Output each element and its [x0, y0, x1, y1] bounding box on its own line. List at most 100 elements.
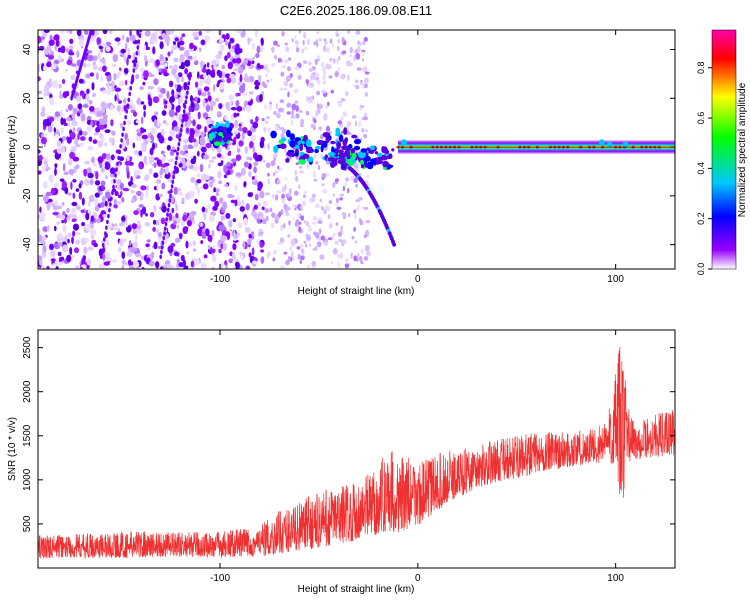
heatmap-cell [173, 165, 177, 170]
heatmap-cell [159, 174, 163, 179]
heatmap-cell [105, 239, 110, 245]
heatmap-cell [71, 218, 77, 223]
heatmap-cell [292, 204, 296, 210]
heatmap-cell [315, 109, 319, 117]
heatmap-cell [267, 251, 271, 257]
heatmap-cell [106, 87, 111, 95]
heatmap-cell [148, 168, 153, 175]
heatmap-cell [150, 135, 154, 141]
colorbar-tick-label: 0.0 [696, 263, 706, 276]
heatmap-cell [356, 45, 361, 53]
heatmap-cell [228, 94, 235, 101]
x-tick-label: 100 [607, 573, 624, 584]
heatmap-cell [364, 244, 370, 252]
x-tick-label: 0 [415, 274, 421, 285]
heatmap-cell [235, 57, 242, 64]
heatmap-cell [193, 36, 200, 41]
heatmap-cell [314, 58, 318, 65]
heatmap-cell [220, 127, 228, 131]
heatmap-cell [153, 204, 157, 212]
heatmap-cell [135, 135, 142, 142]
heatmap-cell [203, 86, 210, 92]
heatmap-cell [60, 127, 64, 135]
heatmap-cell [187, 55, 193, 60]
heatmap-cell [162, 235, 165, 241]
heatmap-cell [95, 72, 99, 80]
heatmap-cell [325, 63, 330, 70]
heatmap-cell [302, 250, 305, 257]
heatmap-cell [159, 54, 164, 61]
heatmap-cell [89, 105, 95, 112]
heatmap-cell [199, 163, 204, 173]
heatmap-cell [259, 94, 263, 102]
heatmap-cell [200, 186, 203, 190]
heatmap-cell [119, 144, 122, 149]
spectrogram-ticks: -100 0 100 -40 -20 0 20 40 [22, 30, 675, 285]
heatmap-cell [46, 225, 50, 232]
heatmap-cell [272, 257, 276, 262]
heatmap-cell [325, 173, 330, 176]
heatmap-cell [312, 72, 316, 75]
y-tick-label: -40 [22, 237, 33, 252]
heatmap-cell [156, 159, 160, 165]
heatmap-cell [102, 65, 107, 72]
heatmap-cell [102, 196, 106, 203]
heatmap-cell [283, 223, 286, 229]
heatmap-cell [84, 30, 89, 35]
heatmap-cell [376, 152, 383, 157]
heatmap-cell [143, 128, 147, 133]
heatmap-cell [84, 178, 90, 186]
heatmap-cell [94, 192, 100, 198]
heatmap-cell [161, 240, 165, 245]
heatmap-cell [90, 156, 95, 164]
heatmap-cell [328, 223, 333, 229]
colorbar-tick-label: 0.4 [696, 162, 706, 175]
heatmap-cell [354, 240, 358, 244]
heatmap-cell [238, 140, 244, 147]
heatmap-cell [289, 246, 292, 251]
heatmap-cell [192, 119, 196, 127]
heatmap-cell [295, 176, 299, 182]
heatmap-cell [302, 39, 305, 46]
heatmap-cell [200, 262, 207, 269]
heatmap-cell [197, 89, 202, 96]
heatmap-cell [160, 150, 165, 155]
heatmap-cell [285, 212, 290, 217]
heatmap-cell [227, 107, 230, 112]
heatmap-cell [47, 125, 53, 133]
heatmap-cell [58, 83, 62, 89]
heatmap-cell [315, 38, 318, 43]
heatmap-cell [353, 84, 356, 88]
heatmap-cell [124, 222, 129, 228]
heatmap-cell [218, 180, 222, 185]
heatmap-cell [327, 214, 331, 219]
heatmap-cell [302, 153, 310, 159]
heatmap-cell [211, 120, 215, 124]
heatmap-cell [281, 197, 286, 204]
heatmap-cell [38, 76, 41, 82]
heatmap-cell [355, 79, 359, 84]
heatmap-cell [237, 66, 244, 74]
heatmap-cell [338, 55, 341, 61]
heatmap-cell [41, 106, 45, 113]
heatmap-cell [291, 119, 294, 126]
heatmap-cell [104, 175, 109, 180]
heatmap-cell [92, 64, 98, 71]
heatmap-cell [200, 146, 207, 153]
heatmap-cell [320, 206, 325, 211]
heatmap-cell [98, 52, 101, 60]
heatmap-cell [81, 212, 87, 218]
heatmap-cell [199, 47, 202, 52]
heatmap-cell [141, 142, 146, 149]
heatmap-cell [70, 74, 76, 80]
heatmap-cell [338, 239, 343, 242]
heatmap-cell [195, 133, 198, 138]
heatmap-cell [248, 91, 254, 95]
heatmap-cell [182, 259, 187, 268]
x-tick-label: -100 [210, 274, 230, 285]
heatmap-cell [218, 248, 222, 254]
heatmap-cell [72, 223, 80, 231]
heatmap-cell [248, 252, 252, 258]
heatmap-cell [171, 215, 176, 223]
